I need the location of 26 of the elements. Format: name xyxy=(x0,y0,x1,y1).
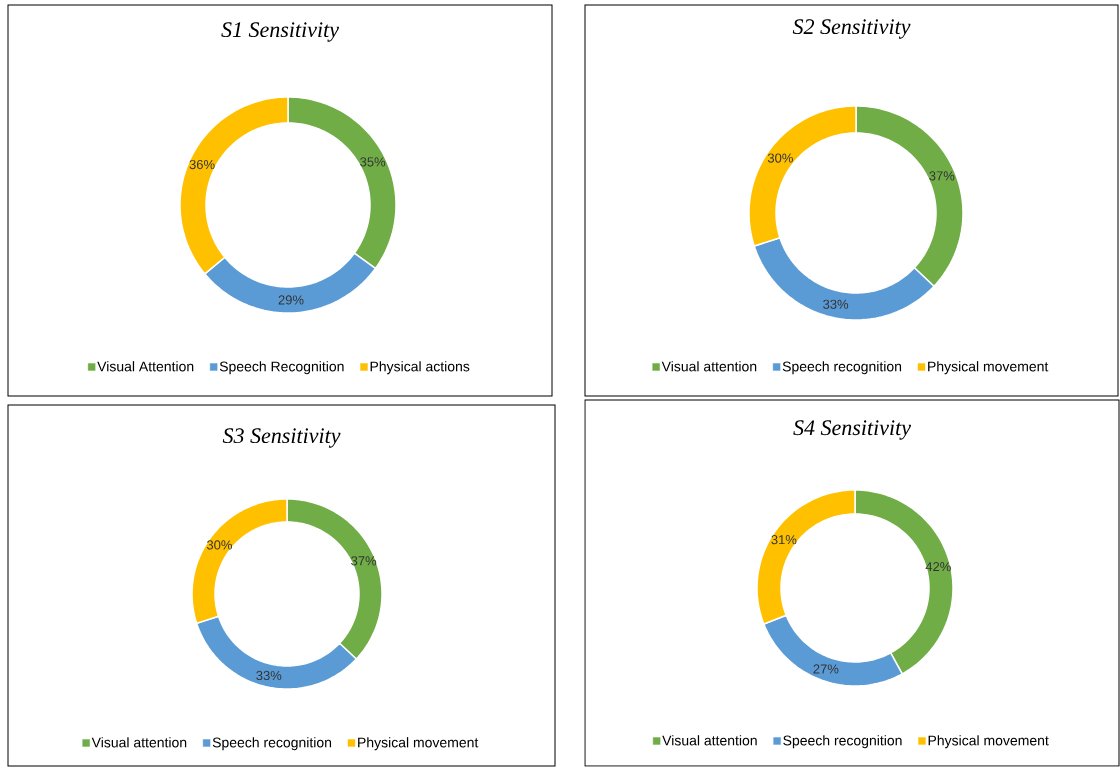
data-label: 31% xyxy=(771,535,797,545)
data-label: 33% xyxy=(823,299,849,309)
legend-label: Speech recognition xyxy=(783,735,902,749)
legend-label: Visual Attention xyxy=(97,361,194,372)
legend-label: Speech recognition xyxy=(782,361,902,375)
chart-title: S3 Sensitivity xyxy=(222,428,341,448)
legend-label: Physical movement xyxy=(358,737,479,751)
data-label: 36% xyxy=(189,159,215,170)
data-label: 30% xyxy=(206,540,233,550)
legend-label: Visual attention xyxy=(661,361,757,372)
data-label: 37% xyxy=(929,171,955,181)
data-label: 35% xyxy=(360,157,386,167)
legend-label: Speech Recognition xyxy=(219,361,344,375)
chart-title: S4 Sensitivity xyxy=(793,420,911,440)
legend-label: Visual attention xyxy=(91,737,187,748)
chart-title: S2 Sensitivity xyxy=(792,19,911,39)
data-label: 29% xyxy=(278,295,304,305)
legend-label: Physical actions xyxy=(370,361,470,375)
chart-title: S1 Sensitivity xyxy=(221,22,339,42)
data-label: 33% xyxy=(256,670,282,681)
legend-label: Speech recognition xyxy=(212,737,332,751)
legend-label: Physical movement xyxy=(928,361,1049,375)
legend-label: Physical movement xyxy=(928,735,1049,749)
data-label: 30% xyxy=(767,153,793,163)
data-label: 27% xyxy=(813,664,839,674)
legend-label: Visual attention xyxy=(662,735,757,746)
